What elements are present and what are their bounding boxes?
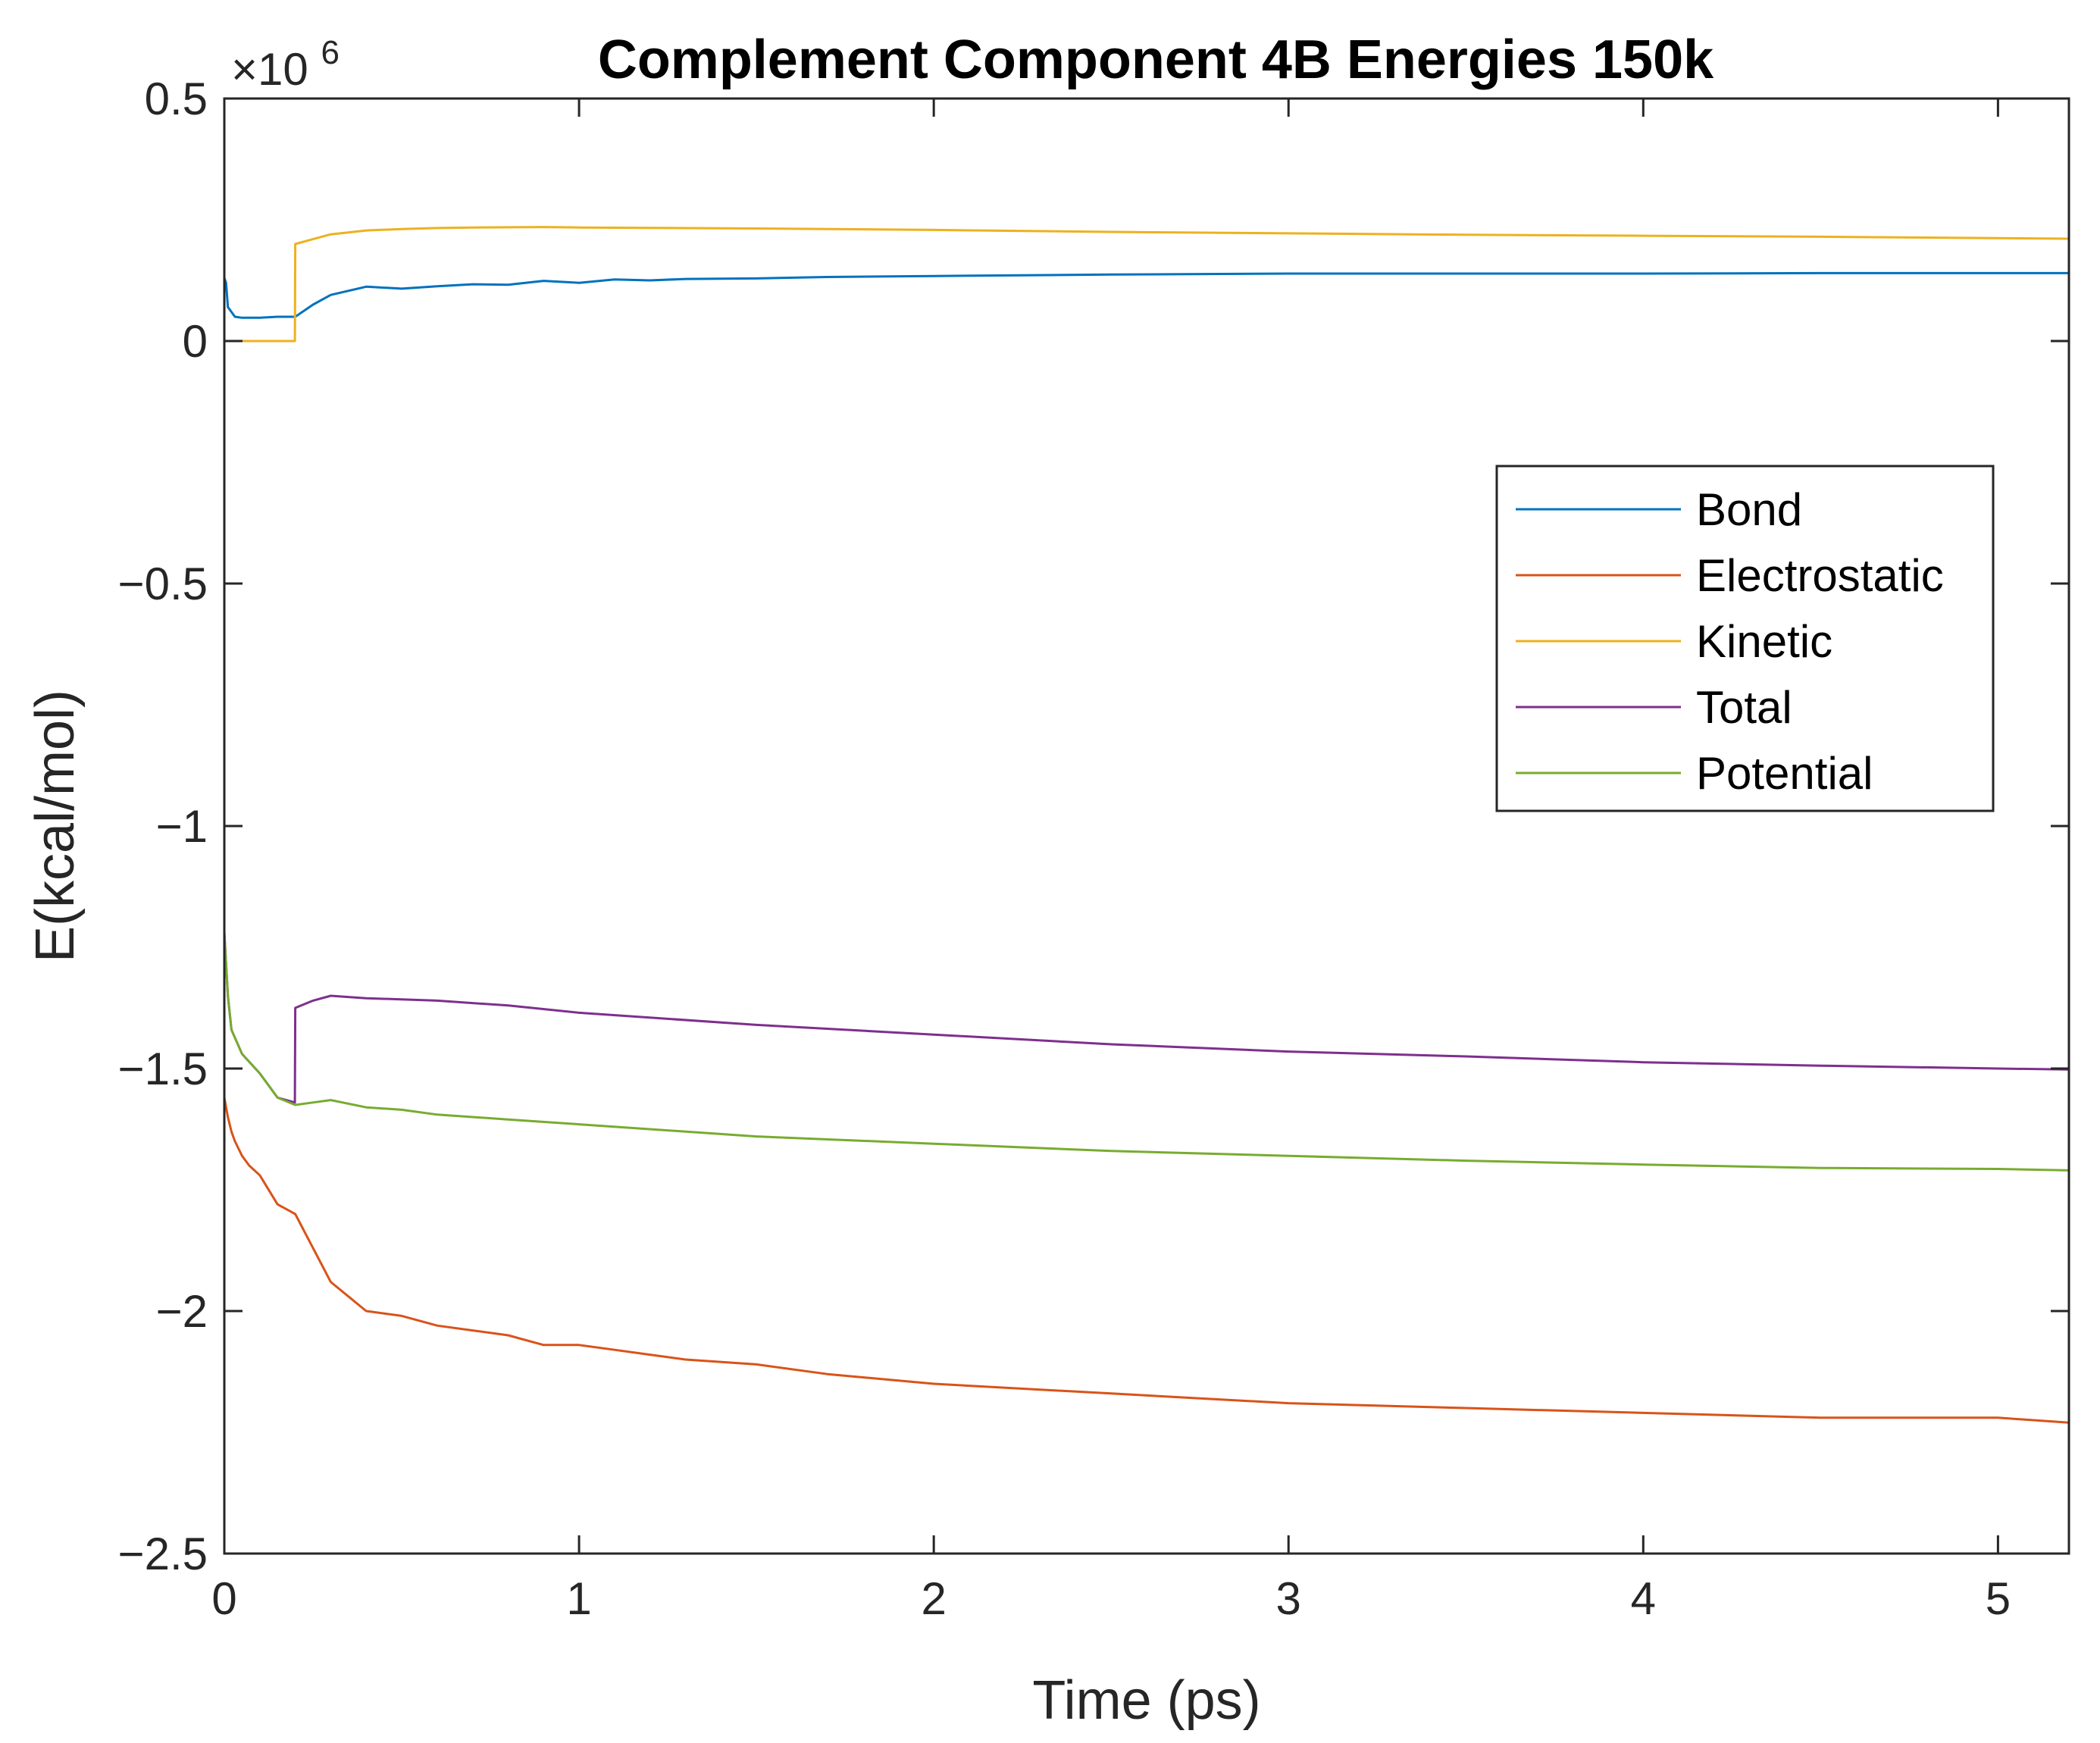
- chart-title: Complement Component 4B Energies 150k: [598, 30, 1714, 90]
- y-tick-label: −1.5: [118, 1044, 208, 1094]
- x-tick-label: 4: [1631, 1573, 1656, 1624]
- y-axis-label: E(kcal/mol): [25, 690, 86, 962]
- y-tick-label: −2.5: [118, 1529, 208, 1579]
- x-tick-label: 5: [1986, 1573, 2011, 1624]
- legend-label: Electrostatic: [1696, 550, 1944, 601]
- axis-ticks: 0 1 2 3 4 5 0.5 0 −0.5 −1 −1.5 −2 −2.5: [118, 74, 2069, 1624]
- x-tick-label: 1: [566, 1573, 591, 1624]
- legend-label: Potential: [1696, 748, 1873, 799]
- x-tick-label: 3: [1276, 1573, 1301, 1624]
- x-axis-label: Time (ps): [1032, 1670, 1260, 1731]
- series-line-potential: [223, 932, 2070, 1172]
- legend-box: [1495, 465, 1995, 812]
- y-multiplier-exponent: 6: [321, 34, 339, 71]
- legend-label: Kinetic: [1696, 616, 1832, 667]
- legend-label: Total: [1696, 682, 1792, 733]
- x-tick-label: 2: [921, 1573, 946, 1624]
- y-multiplier-prefix: ×10: [231, 44, 308, 95]
- plot-area: [224, 99, 2069, 1554]
- y-tick-label: 0: [183, 316, 208, 367]
- series-line-electrostatic: [223, 1097, 2070, 1424]
- x-tick-label: 0: [211, 1573, 236, 1624]
- y-tick-label: 0.5: [145, 74, 208, 124]
- series-lines: [223, 226, 2070, 1424]
- series-line-kinetic: [224, 226, 2070, 343]
- series-line-bond: [223, 271, 2069, 319]
- y-multiplier-label: ×10 6: [231, 34, 340, 95]
- y-tick-label: −2: [156, 1286, 208, 1337]
- legend: Bond Electrostatic Kinetic Total Potential: [1495, 465, 1995, 812]
- y-tick-label: −0.5: [118, 559, 208, 609]
- legend-label: Bond: [1696, 484, 1802, 535]
- y-tick-label: −1: [156, 801, 208, 852]
